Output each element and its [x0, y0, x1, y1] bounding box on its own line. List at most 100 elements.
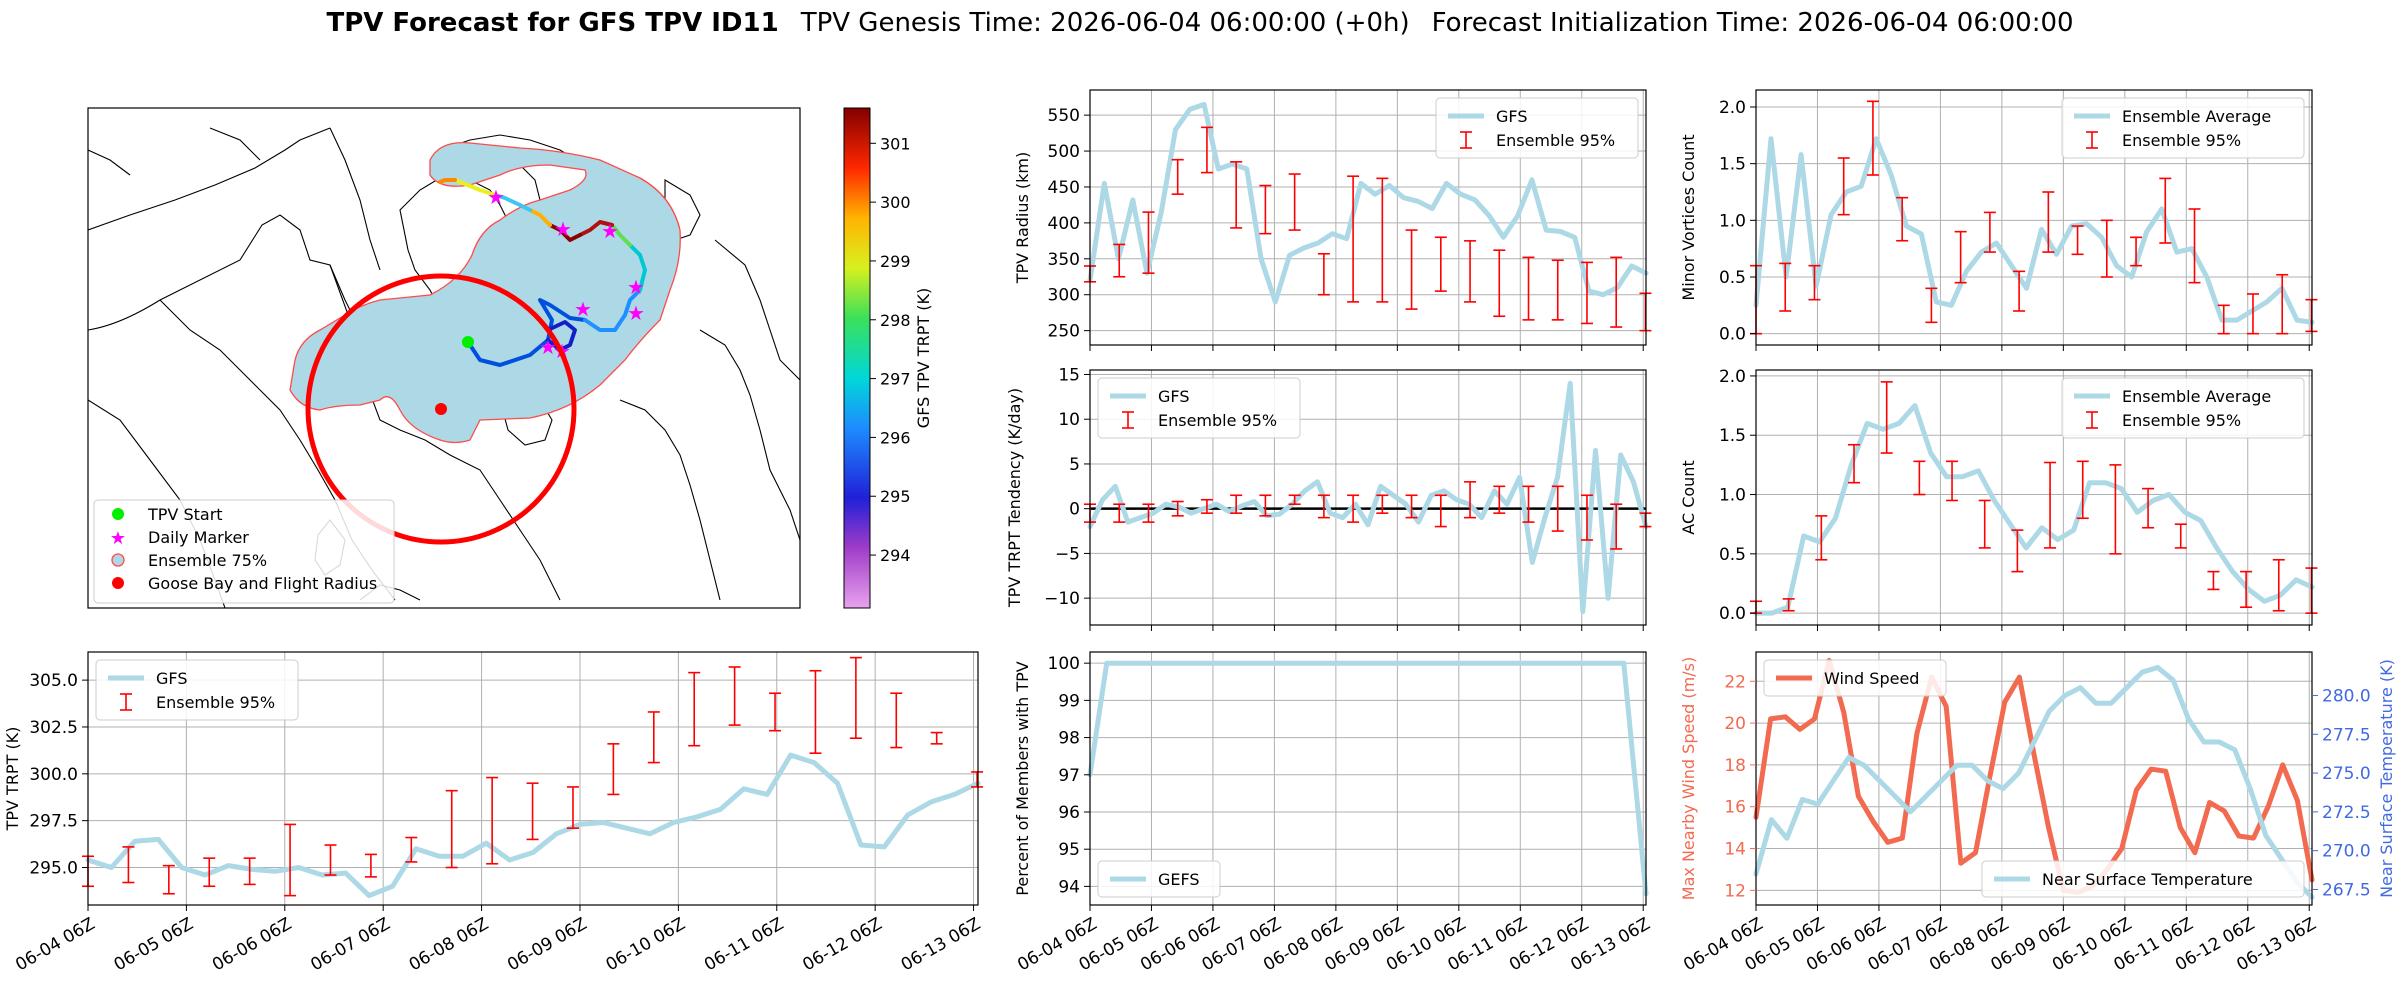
errorbar: [1142, 503, 1155, 523]
errorbar: [364, 853, 377, 878]
errorbar: [1434, 236, 1447, 292]
errorbar: [607, 743, 620, 796]
y-tick-label: 10: [1058, 410, 1080, 430]
y-tick-label: 305.0: [29, 671, 78, 691]
errorbar: [930, 731, 943, 745]
series-line: [1753, 657, 2315, 895]
y-tick-label: 99: [1058, 691, 1080, 711]
chart-legend: GFS Ensemble 95%: [95, 659, 299, 721]
y-tick-label: 1.5: [1719, 155, 1746, 175]
legend-box: [95, 659, 299, 721]
errorbar: [2174, 523, 2187, 549]
chart-legend: GFS Ensemble 95%: [1435, 97, 1639, 159]
errorbar: [1142, 211, 1155, 274]
errorbar: [2042, 191, 2055, 253]
errorbar: [1779, 262, 1792, 312]
errorbar: [1259, 494, 1272, 517]
chart-minor: 0.0 0.5 1.0 1.5 2.0 Minor Vortices Count Ensem…: [1679, 89, 2318, 351]
errorbar: [1493, 485, 1506, 514]
y-tick-label: 0.5: [1719, 545, 1746, 565]
map-legend-item: Goose Bay and Flight Radius: [112, 574, 377, 593]
svg-text:★: ★: [487, 185, 505, 209]
y-tick-label: 20: [1724, 714, 1746, 734]
legend-label: Ensemble 95%: [2122, 411, 2241, 430]
colorbar-tick-label: 301: [880, 134, 911, 153]
errorbar: [1782, 598, 1795, 612]
errorbar: [445, 789, 458, 869]
y-axis-label: AC Count: [1679, 460, 1698, 534]
colorbar-tick-label: 300: [880, 193, 911, 212]
errorbar: [1347, 494, 1360, 523]
x-tick-label: 06-12 06Z: [799, 914, 885, 975]
y-tick-label: 18: [1724, 756, 1746, 776]
y-axis-label: TPV TRPT (K): [3, 727, 22, 832]
errorbar: [2276, 273, 2289, 335]
legend-label: Ensemble 95%: [1496, 131, 1615, 150]
y-tick-label: −5: [1055, 544, 1080, 564]
errorbar: [1113, 243, 1126, 278]
errorbar: [2013, 270, 2026, 312]
y-tick-label: 0.5: [1719, 268, 1746, 288]
errorbar: [2217, 304, 2230, 335]
x-tick-label: 06-05 06Z: [111, 914, 197, 975]
errorbar: [1954, 230, 1967, 284]
ensemble-75-region: [289, 141, 681, 444]
errorbar: [2100, 219, 2113, 278]
colorbar-label: GFS TPV TRPT (K): [914, 288, 933, 428]
errorbar: [2142, 487, 2155, 529]
colorbar-tick-label: 295: [880, 487, 911, 506]
series-line: [1753, 136, 2315, 325]
legend-box: [2061, 377, 2305, 439]
plot-frame: [1089, 369, 1647, 626]
legend-label: Ensemble Average: [2122, 387, 2271, 406]
chart-legend: Ensemble Average Ensemble 95%: [2061, 97, 2305, 159]
errorbar: [890, 692, 903, 749]
circle-icon: [111, 553, 125, 567]
y-tick-label: 1.0: [1719, 211, 1746, 231]
y-tick-label: 250: [1048, 322, 1080, 342]
colorbar: 294 295 296 297 298 299 300 301 GFS TPV TRPT (K…: [843, 107, 933, 609]
legend-label: GEFS: [1158, 870, 1200, 889]
svg-text:★: ★: [574, 297, 592, 321]
figure-title: TPV Forecast for GFS TPV ID11 TPV Genesis…: [326, 8, 2073, 38]
errorbar: [1464, 240, 1477, 303]
svg-text:★: ★: [627, 275, 645, 299]
chart-legend: GEFS: [1097, 860, 1221, 898]
errorbar: [1522, 485, 1535, 523]
errorbar: [1983, 211, 1996, 253]
errorbar: [2207, 570, 2220, 591]
errorbar: [728, 666, 741, 726]
svg-text:★: ★: [627, 301, 645, 325]
chart-trpt: 295.0 297.5 300.0 302.5 305.0 TPV TRPT (K) 06-…: [3, 651, 984, 975]
plot-frame: [1755, 89, 2313, 346]
errorbar: [1848, 443, 1861, 484]
errorbar: [1978, 499, 1991, 549]
map-legend: TPV Start ★ Daily Marker Ensemble 75% Goose …: [93, 499, 395, 604]
x-tick-label: 06-09 06Z: [504, 914, 590, 975]
y-tick-label: 22: [1724, 672, 1746, 692]
chart-tendency: −10 −5 0 5 10 15 TPV TRPT Tendency (K/day) GFS E…: [1005, 365, 1652, 631]
errorbar: [1896, 196, 1909, 242]
errorbar: [809, 669, 822, 755]
errorbar: [2240, 570, 2253, 609]
errorbar: [1925, 287, 1938, 324]
y-tick-label: 0.0: [1719, 325, 1746, 345]
y-tick-label: 97: [1058, 766, 1080, 786]
errorbar: [486, 776, 499, 865]
y-tick-label: 94: [1058, 877, 1080, 897]
errorbar: [1230, 494, 1243, 514]
y-tick-label: 550: [1048, 106, 1080, 126]
plot-frame: [1755, 651, 2313, 906]
x-tick-label: 06-06 06Z: [209, 914, 295, 975]
errorbar: [1808, 264, 1821, 301]
errorbar: [688, 671, 701, 747]
tpv-start-marker: [462, 336, 474, 348]
legend-box: [1097, 377, 1301, 439]
y-tick-label: −10: [1044, 589, 1080, 609]
legend-label: Ensemble Average: [2122, 107, 2271, 126]
y-tick-label: 300: [1048, 286, 1080, 306]
legend-label: GFS: [1496, 107, 1527, 126]
circle-icon: [112, 577, 124, 589]
